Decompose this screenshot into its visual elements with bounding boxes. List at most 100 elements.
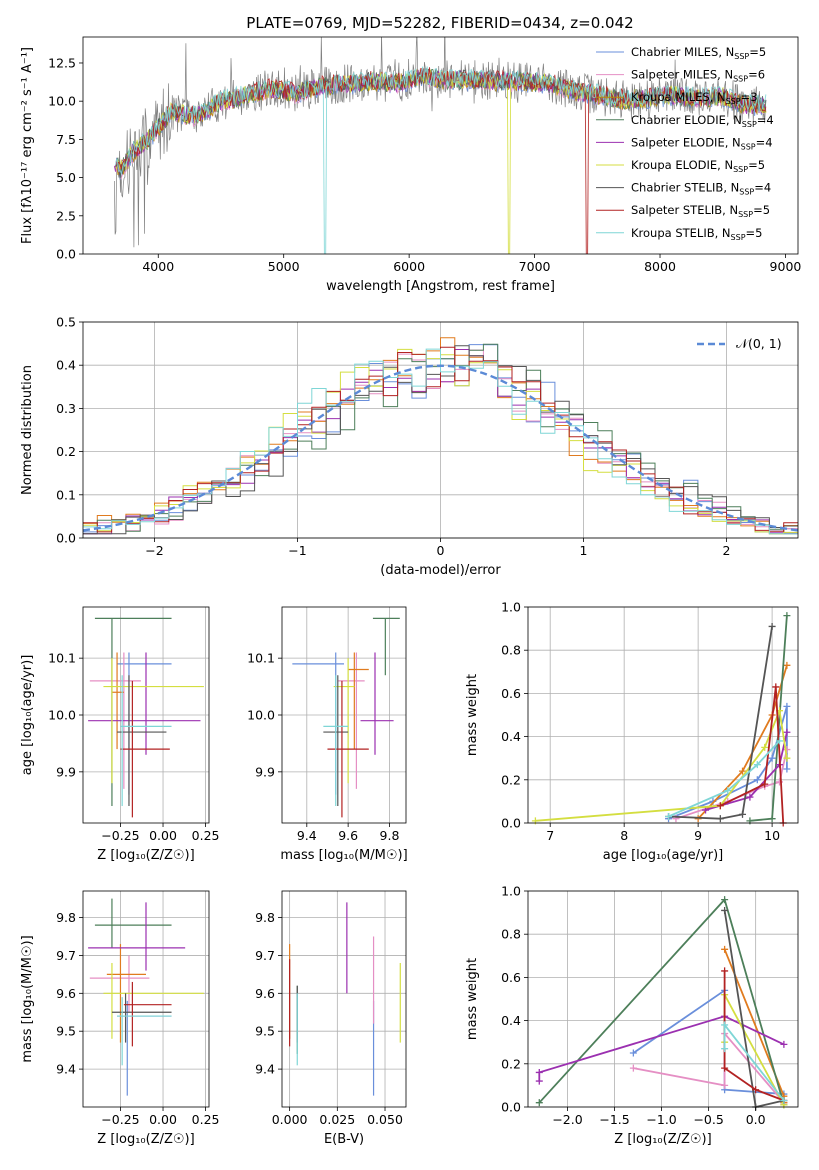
errorbar-point	[360, 652, 394, 755]
x-tick-label: −1.0	[646, 1112, 676, 1127]
model-spectrum-line	[115, 67, 767, 254]
y-tick-label: 9.5	[56, 1024, 76, 1039]
errorbar-point	[327, 680, 369, 818]
y-tick-label: 9.9	[56, 764, 76, 779]
plus-marker	[721, 1081, 729, 1089]
legend-entry: Chabrier MILES, NSSP=5	[631, 45, 766, 61]
x-tick-label: 9.8	[380, 828, 400, 843]
panel-mass-weight-vs-Z: −2.0 −1.5 −1.0 −0.5 0.0 0.0 0.2 0.4 0.6 0.8 1.0 Z […	[465, 884, 799, 1147]
x-axis-label: Z [log₁₀(Z/Z☉)]	[97, 1132, 194, 1147]
y-tick-label: 9.7	[56, 948, 76, 963]
plus-marker	[629, 1064, 637, 1072]
x-tick-label: 9.6	[338, 828, 358, 843]
plus-marker	[721, 906, 729, 914]
y-tick-label: 0.3	[56, 401, 76, 416]
y-tick-label: 0.8	[501, 643, 521, 658]
y-tick-label: 0.8	[501, 927, 521, 942]
plus-marker	[753, 776, 761, 784]
plus-marker	[783, 702, 791, 710]
x-tick-label: 5000	[268, 259, 300, 274]
y-axis-label: Flux [fλ10⁻¹⁷ erg cm⁻² s⁻¹ A⁻¹]	[20, 47, 35, 244]
x-tick-label: 9	[694, 828, 702, 843]
mass-weight-line	[668, 740, 781, 818]
x-tick-label: 0.025	[319, 1112, 355, 1127]
y-tick-label: 0.2	[501, 1056, 521, 1071]
legend-entry: Kroupa ELODIE, NSSP=5	[631, 158, 765, 174]
x-tick-label: 0.25	[192, 1112, 220, 1127]
x-tick-label: 8	[620, 828, 628, 843]
plus-marker	[783, 754, 791, 762]
plus-marker	[780, 1097, 788, 1105]
plus-marker	[753, 761, 761, 769]
x-tick-label: 8000	[644, 259, 676, 274]
errorbar-point	[333, 658, 355, 784]
plus-marker	[768, 754, 776, 762]
x-tick-label: 0	[437, 543, 445, 558]
plus-marker	[724, 787, 732, 795]
y-tick-label: 7.5	[56, 132, 76, 147]
legend-entry: Kroupa MILES, NSSP=3	[631, 90, 758, 106]
x-tick-label: −0.5	[693, 1112, 723, 1127]
errorbar-point	[123, 981, 172, 1047]
y-tick-label: 9.7	[255, 948, 275, 963]
y-tick-label: 9.6	[255, 986, 275, 1001]
y-tick-label: 9.4	[56, 1062, 76, 1077]
errorbar-point	[88, 902, 186, 971]
plus-marker	[752, 1086, 760, 1094]
y-tick-label: 0.0	[56, 247, 76, 262]
errorbar-point	[323, 675, 349, 806]
plus-marker	[783, 746, 791, 754]
x-axis-label: wavelength [Angstrom, rest frame]	[326, 279, 555, 294]
x-tick-label: 7	[546, 828, 554, 843]
y-tick-label: 10.1	[48, 651, 76, 666]
legend-entry: 𝒩(0, 1)	[736, 336, 782, 351]
x-tick-label: −1	[288, 543, 306, 558]
x-tick-label: 0.000	[272, 1112, 308, 1127]
plot-frame	[527, 890, 799, 1108]
plus-marker	[780, 1040, 788, 1048]
plus-marker	[772, 683, 780, 691]
x-tick-label: 0.00	[149, 828, 177, 843]
legend-entry: Chabrier STELIB, NSSP=4	[631, 181, 771, 197]
mass-weight-line	[723, 970, 785, 1102]
spectrum-legend: Chabrier MILES, NSSP=5 Salpeter MILES, NS…	[596, 45, 774, 242]
x-tick-label: 6000	[393, 259, 425, 274]
panel-mass-vs-ebv: 0.000 0.025 0.050 9.4 9.5 9.6 9.7 9.8 E(B-V)	[255, 890, 407, 1147]
y-tick-label: 9.8	[255, 910, 275, 925]
plot-frame	[527, 606, 799, 824]
plus-marker	[721, 1021, 729, 1029]
mass-weight-line	[697, 665, 788, 820]
y-tick-label: 12.5	[48, 55, 76, 70]
legend-entry: Salpeter ELODIE, NSSP=4	[631, 135, 773, 151]
figure-title: PLATE=0769, MJD=52282, FIBERID=0434, z=0…	[246, 14, 633, 32]
legend-entry: Salpeter STELIB, NSSP=5	[631, 203, 770, 219]
plus-marker	[629, 1049, 637, 1057]
legend-entry: Kroupa STELIB, NSSP=5	[631, 226, 763, 242]
y-axis-label: age [log₁₀(age/yr)]	[20, 655, 35, 776]
errorbar-point	[94, 898, 172, 948]
y-tick-label: 10.0	[48, 94, 76, 109]
x-tick-label: 9.4	[297, 828, 317, 843]
x-tick-label: 4000	[142, 259, 174, 274]
panel-mass-vs-Z: −0.25 0.00 0.25 9.4 9.5 9.6 9.7 9.8 Z [log₁₀(Z/Z…	[20, 890, 220, 1147]
x-tick-label: −0.25	[101, 828, 139, 843]
plus-marker	[746, 793, 754, 801]
plot-frame	[281, 890, 407, 1108]
y-tick-label: 1.0	[501, 884, 521, 899]
plus-marker	[761, 743, 769, 751]
mass-weight-line	[538, 1015, 785, 1082]
plus-marker	[721, 1064, 729, 1072]
y-tick-label: 9.8	[56, 910, 76, 925]
plot-frame	[82, 36, 799, 255]
plus-marker	[768, 815, 776, 823]
residual-histogram	[83, 337, 798, 535]
y-tick-label: 0.0	[56, 531, 76, 546]
x-axis-label: Z [log₁₀(Z/Z☉)]	[97, 848, 194, 863]
x-tick-label: 7000	[519, 259, 551, 274]
y-tick-label: 10.0	[48, 708, 76, 723]
plus-marker	[761, 780, 769, 788]
model-spectrum-line	[115, 66, 767, 254]
plus-marker	[716, 802, 724, 810]
panel-age-vs-Z: −0.25 0.00 0.25 9.9 10.0 10.1 Z [log₁₀(Z/Z☉)] a…	[20, 606, 220, 863]
